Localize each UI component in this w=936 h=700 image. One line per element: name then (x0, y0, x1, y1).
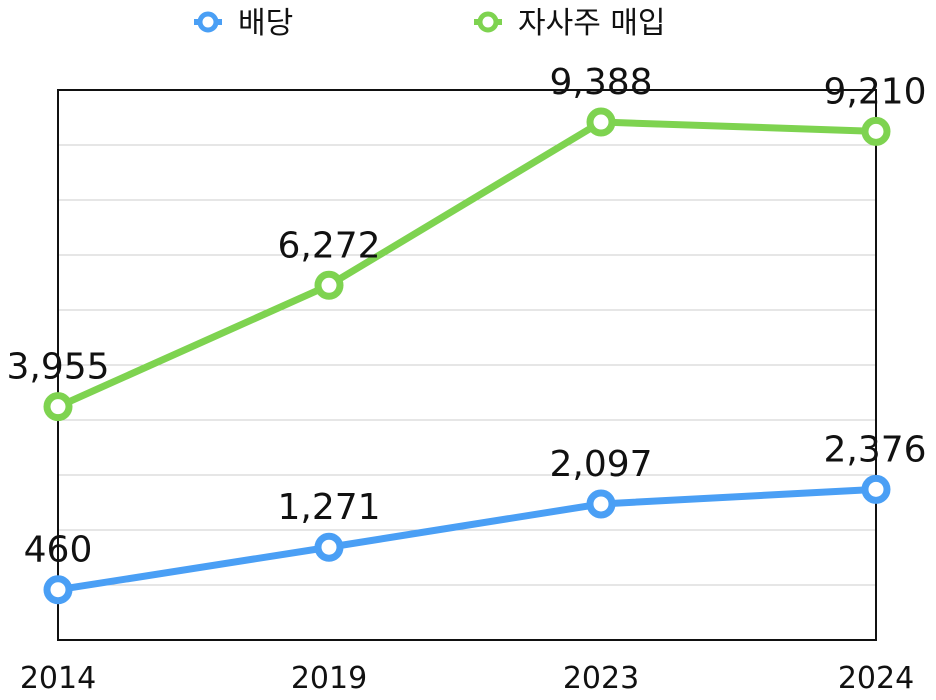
legend-label: 배당 (238, 6, 293, 41)
legend-marker-swatch (477, 11, 499, 33)
data-point (586, 107, 616, 137)
x-tick-label: 2019 (291, 661, 367, 696)
series-line (54, 485, 880, 594)
series-layer: 460 1,271 2,097 2,376 3,955 6,272 9,388 9,210 (6, 62, 927, 605)
legend-item: 배당 (194, 6, 293, 41)
x-tick-label: 2014 (20, 661, 96, 696)
x-tick-label: 2023 (563, 661, 639, 696)
data-label: 9,388 (549, 62, 652, 103)
data-point (861, 116, 891, 146)
data-point (314, 270, 344, 300)
legend-label: 자사주 매입 (518, 6, 666, 41)
data-point (314, 532, 344, 562)
data-label: 1,271 (277, 487, 380, 528)
x-tick-label: 2024 (838, 661, 914, 696)
data-label: 2,097 (549, 444, 652, 485)
data-point (43, 575, 73, 605)
gridlines (58, 144, 876, 586)
data-label: 3,955 (6, 347, 109, 388)
legend: 배당 자사주 매입 (194, 6, 666, 41)
data-point (586, 489, 616, 519)
data-label: 460 (24, 530, 93, 571)
data-point (43, 392, 73, 422)
legend-item: 자사주 매입 (474, 6, 666, 41)
data-label: 9,210 (823, 71, 926, 112)
data-label: 6,272 (277, 225, 380, 266)
series-line (54, 118, 880, 411)
series-1: 460 1,271 2,097 2,376 (24, 429, 927, 605)
series-2: 3,955 6,272 9,388 9,210 (6, 62, 927, 422)
data-label: 2,376 (823, 429, 926, 470)
x-axis-tick-labels: 2014 2019 2023 2024 (20, 661, 914, 696)
data-point (861, 474, 891, 504)
legend-marker-swatch (197, 11, 219, 33)
plot-area-frame (57, 89, 877, 641)
